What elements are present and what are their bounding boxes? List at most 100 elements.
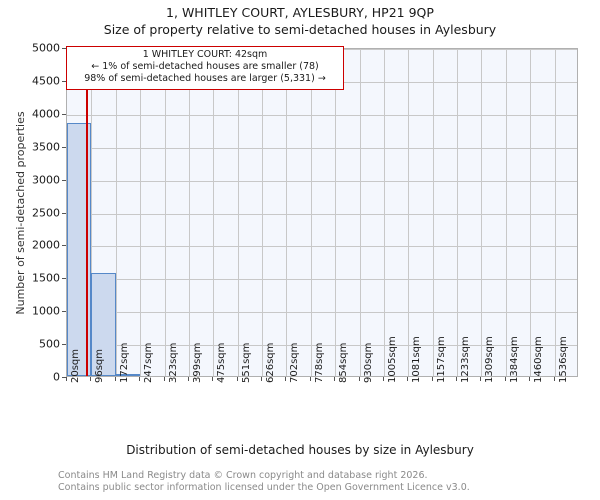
gridline-vertical — [213, 49, 215, 376]
gridline-vertical — [457, 49, 459, 376]
x-axis-tick-label: 854sqm — [338, 342, 350, 383]
x-axis-tick-mark — [163, 377, 165, 381]
x-axis-tick-label: 1460sqm — [533, 336, 545, 383]
y-axis-tick-label: 3000 — [32, 173, 60, 187]
annotation-line1: 1 WHITLEY COURT: 42sqm — [142, 49, 268, 60]
bar — [115, 374, 141, 376]
chart-title-line2: Size of property relative to semi-detach… — [103, 22, 497, 37]
x-axis-tick-label: 930sqm — [362, 342, 374, 383]
x-axis-tick-label: 1536sqm — [557, 336, 569, 383]
y-axis-tick-label: 4000 — [32, 107, 60, 121]
x-axis-tick-label: 20sqm — [70, 348, 81, 383]
gridline-horizontal — [67, 345, 577, 347]
y-axis-tick-mark — [62, 344, 66, 346]
annotation-line2: ← 1% of semi-detached houses are smaller… — [91, 61, 319, 73]
gridline-vertical — [383, 49, 385, 376]
y-axis-tick-label: 1500 — [32, 271, 60, 285]
y-axis-tick-mark — [62, 179, 66, 181]
y-axis-tick-label: 500 — [39, 337, 60, 351]
x-axis-tick-mark — [334, 377, 336, 381]
y-axis-tick-label: 3500 — [32, 140, 60, 154]
footer-line2: Contains public sector information licen… — [58, 481, 470, 493]
chart-title-line1: 1, WHITLEY COURT, AYLESBURY, HP21 9QP — [166, 5, 434, 20]
x-axis-tick-label: 702sqm — [289, 342, 301, 383]
x-axis-tick-label: 475sqm — [216, 342, 228, 383]
footer-line1: Contains HM Land Registry data © Crown c… — [58, 470, 428, 481]
x-axis-tick-label: 626sqm — [265, 342, 277, 383]
gridline-horizontal — [67, 147, 577, 149]
x-axis-tick-mark — [187, 377, 189, 381]
bar — [91, 272, 116, 376]
y-axis-tick-mark — [62, 311, 66, 313]
y-axis-label: Number of semi-detached properties — [14, 110, 27, 315]
gridline-horizontal — [67, 279, 577, 281]
y-axis-tick-mark — [62, 146, 66, 148]
x-axis-label: Distribution of semi-detached houses by … — [126, 443, 474, 457]
plot-area — [66, 48, 578, 377]
gridline-horizontal — [67, 114, 577, 116]
x-axis-tick-mark — [456, 377, 458, 381]
x-axis-tick-mark — [504, 377, 506, 381]
gridline-vertical — [359, 49, 361, 376]
x-axis-tick-label: 1309sqm — [484, 336, 496, 383]
gridline-vertical — [554, 49, 556, 376]
gridline-vertical — [91, 49, 93, 376]
x-axis-tick-mark — [431, 377, 433, 381]
gridline-vertical — [335, 49, 337, 376]
y-axis-tick-mark — [62, 278, 66, 280]
gridline-vertical — [164, 49, 166, 376]
gridline-vertical — [408, 49, 410, 376]
x-axis-tick-mark — [212, 377, 214, 381]
x-axis-tick-label: 778sqm — [313, 342, 325, 383]
x-axis-tick-label: 323sqm — [167, 342, 179, 383]
x-axis-tick-label: 1233sqm — [460, 336, 472, 383]
x-axis-tick-mark — [139, 377, 141, 381]
x-axis-tick-mark — [553, 377, 555, 381]
x-axis-tick-mark — [90, 377, 92, 381]
footer-attribution: Contains HM Land Registry data © Crown c… — [58, 470, 598, 493]
gridline-horizontal — [67, 180, 577, 182]
gridline-vertical — [115, 49, 117, 376]
x-axis-tick-mark — [309, 377, 311, 381]
y-axis-tick-mark — [62, 245, 66, 247]
gridline-vertical — [310, 49, 312, 376]
gridline-vertical — [237, 49, 239, 376]
annotation-box: 1 WHITLEY COURT: 42sqm ← 1% of semi-deta… — [66, 46, 344, 90]
y-axis-tick-label: 0 — [53, 370, 60, 384]
bar-series — [67, 49, 577, 376]
gridline-vertical — [432, 49, 434, 376]
gridline-horizontal — [67, 213, 577, 215]
gridline-vertical — [530, 49, 532, 376]
y-axis-tick-label: 4500 — [32, 74, 60, 88]
y-axis-tick-label: 1000 — [32, 304, 60, 318]
chart-title: 1, WHITLEY COURT, AYLESBURY, HP21 9QP Si… — [0, 4, 600, 38]
x-axis-tick-label: 1005sqm — [386, 336, 398, 383]
x-axis-tick-mark — [358, 377, 360, 381]
y-axis-tick-mark — [62, 377, 66, 378]
property-marker-line — [86, 49, 88, 376]
gridline-vertical — [188, 49, 190, 376]
annotation-line3: 98% of semi-detached houses are larger (… — [84, 73, 326, 85]
x-axis-tick-label: 1081sqm — [411, 336, 423, 383]
y-axis-tick-mark — [62, 48, 66, 49]
y-axis-tick-mark — [62, 212, 66, 214]
x-axis-tick-mark — [261, 377, 263, 381]
x-axis-tick-label: 96sqm — [94, 348, 106, 383]
x-axis-tick-label: 247sqm — [143, 342, 155, 383]
x-axis-tick-label: 399sqm — [191, 342, 203, 383]
y-axis-tick-label: 2500 — [32, 206, 60, 219]
y-axis-tick-mark — [62, 113, 66, 115]
x-axis-tick-mark — [66, 377, 67, 381]
x-axis-tick-label: 1157sqm — [435, 336, 447, 383]
x-axis-tick-mark — [529, 377, 531, 381]
x-axis-tick-mark — [236, 377, 238, 381]
x-axis-tick-label: 551sqm — [240, 342, 252, 383]
gridline-vertical — [481, 49, 483, 376]
y-axis-tick-mark — [62, 80, 66, 82]
gridline-horizontal — [67, 246, 577, 248]
gridline-vertical — [262, 49, 264, 376]
gridline-vertical — [286, 49, 288, 376]
x-axis-tick-mark — [114, 377, 116, 381]
